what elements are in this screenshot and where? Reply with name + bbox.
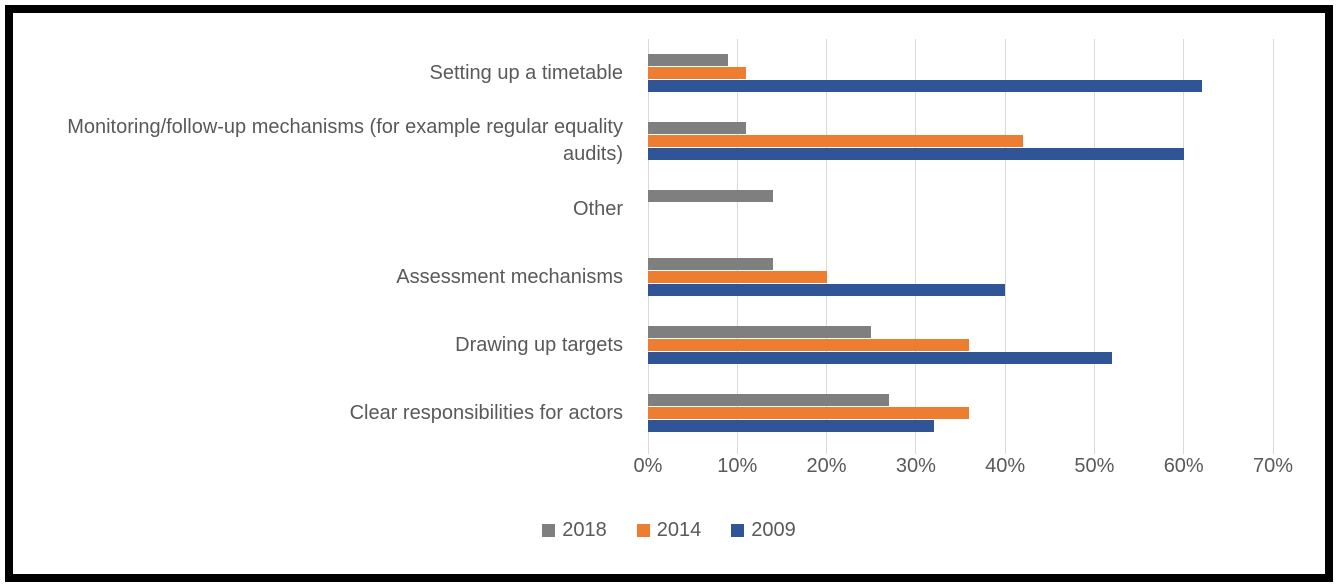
gridline	[826, 39, 828, 447]
bar-2014	[648, 407, 970, 419]
chart-frame: Setting up a timetable Monitoring/follow-…	[5, 5, 1333, 582]
gridline	[915, 39, 917, 447]
category-label: Clear responsibilities for actors	[349, 401, 623, 424]
gridline	[1004, 39, 1006, 447]
bar-2009	[648, 420, 934, 432]
x-tick-label: 40%	[985, 455, 1026, 477]
bar-2018	[648, 326, 872, 338]
legend-label: 2018	[562, 519, 607, 541]
bar-2014	[648, 271, 827, 283]
axis-tick	[1093, 447, 1095, 454]
category-axis: Setting up a timetable Monitoring/follow-…	[13, 39, 635, 447]
axis-tick	[826, 447, 828, 454]
category-label: Assessment mechanisms	[396, 265, 623, 288]
axis-tick	[1272, 447, 1274, 454]
legend-marker-icon	[636, 524, 650, 537]
axis-tick	[915, 447, 917, 454]
legend-marker-icon	[731, 524, 745, 537]
bar-2018	[648, 54, 729, 66]
plot-area	[647, 39, 1274, 454]
bar-2009	[648, 352, 1113, 364]
category-label: Other	[572, 197, 623, 220]
bar-2014	[648, 67, 747, 79]
x-tick-label: 30%	[895, 455, 936, 477]
bar-2009	[648, 284, 1006, 296]
x-tick-label: 60%	[1163, 455, 1204, 477]
bar-group	[648, 243, 1273, 311]
bar-group	[648, 175, 1273, 243]
legend: 2018 2014 2009	[13, 519, 1325, 542]
category-label: Drawing up targets	[455, 333, 623, 356]
x-tick-label: 70%	[1252, 455, 1294, 477]
x-axis: 0% 10% 20% 30% 40% 50% 60% 70%	[634, 455, 1293, 481]
bar-2009	[648, 80, 1202, 92]
bar-2014	[648, 339, 970, 351]
bar-group	[648, 39, 1273, 107]
bar-2018	[648, 190, 773, 202]
bar-group	[648, 379, 1273, 447]
bar-2018	[648, 394, 890, 406]
bar-2014	[648, 135, 1023, 147]
legend-item-2009: 2009	[731, 519, 796, 542]
bar-group	[648, 107, 1273, 175]
gridline	[736, 39, 738, 447]
x-tick-label: 0%	[633, 455, 663, 477]
axis-tick	[1183, 447, 1185, 454]
gridline	[1272, 39, 1274, 447]
category-label: Monitoring/follow-up mechanisms (for exa…	[67, 116, 623, 165]
legend-label: 2014	[656, 519, 702, 541]
gridline	[1183, 39, 1185, 447]
legend-marker-icon	[542, 524, 556, 537]
x-tick-label: 20%	[806, 455, 847, 477]
legend-item-2018: 2018	[542, 519, 607, 542]
axis-tick	[736, 447, 738, 454]
bar-2018	[648, 258, 773, 270]
bar-2018	[648, 122, 747, 134]
legend-item-2014: 2014	[636, 519, 702, 542]
grouped-bar-chart: Setting up a timetable Monitoring/follow-…	[13, 13, 1325, 574]
x-tick-label: 10%	[717, 455, 758, 477]
x-tick-label: 50%	[1074, 455, 1115, 477]
legend-label: 2009	[751, 519, 796, 541]
gridline	[647, 39, 649, 447]
bar-group	[648, 311, 1273, 379]
bar-2009	[648, 148, 1184, 160]
axis-tick	[1004, 447, 1006, 454]
axis-tick	[647, 447, 649, 454]
category-label: Setting up a timetable	[429, 61, 623, 84]
gridline	[1093, 39, 1095, 447]
